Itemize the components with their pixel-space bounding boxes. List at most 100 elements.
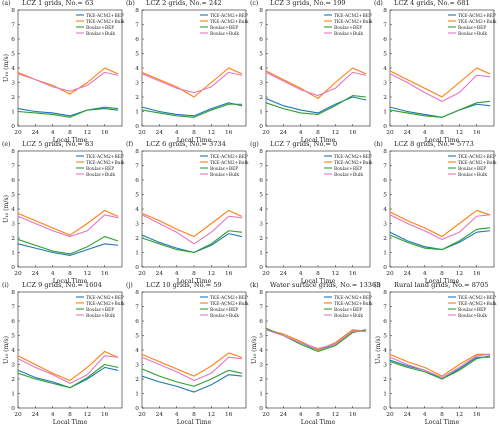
x-tick-label: 20 — [138, 412, 146, 418]
x-tick-label: 20 — [262, 412, 270, 418]
x-tick-label: 20 — [138, 130, 146, 136]
legend-label: Boulac+BEP — [210, 26, 238, 31]
x-tick-label: 12 — [332, 130, 340, 136]
y-tick-label: 0 — [383, 406, 387, 412]
x-tick-label: 8 — [192, 130, 196, 136]
y-tick-label: 6 — [135, 319, 139, 325]
series-line-0 — [265, 96, 367, 114]
legend-label: Boulac+Bulk — [210, 173, 239, 178]
series-line-1 — [141, 209, 243, 238]
legend-label: TKE-ACM2+Bulk — [86, 20, 125, 25]
series-line-2 — [265, 95, 367, 115]
y-tick-label: 6 — [135, 178, 139, 184]
series-line-2 — [17, 363, 119, 389]
y-tick-label: 3 — [11, 363, 15, 369]
y-tick-label: 2 — [383, 95, 387, 101]
series-line-1 — [265, 329, 367, 351]
y-tick-label: 6 — [383, 319, 387, 325]
y-tick-label: 7 — [135, 305, 139, 311]
series-line-3 — [265, 329, 367, 350]
series-line-1 — [141, 352, 243, 377]
y-tick-label: 1 — [383, 251, 387, 257]
x-tick-label: 16 — [101, 412, 109, 418]
y-tick-label: 5 — [383, 52, 387, 58]
y-tick-label: 3 — [259, 81, 263, 87]
panel-letter: (j) — [126, 282, 133, 289]
y-tick-label: 3 — [11, 81, 15, 87]
legend-label: TKE-ACM2+BEP — [458, 296, 496, 301]
x-tick-label: 12 — [332, 271, 340, 277]
x-axis-label: Local Time — [301, 278, 336, 285]
x-tick-label: 16 — [473, 130, 481, 136]
legend-label: Boulac+BEP — [210, 308, 238, 313]
x-tick-label: 12 — [456, 412, 464, 418]
x-tick-label: 24 — [156, 271, 164, 277]
panel-letter: (g) — [250, 141, 259, 148]
series-line-3 — [389, 73, 491, 102]
y-tick-label: 5 — [259, 193, 263, 199]
x-tick-label: 20 — [138, 271, 146, 277]
x-tick-label: 8 — [316, 412, 320, 418]
y-tick-label: 7 — [259, 305, 263, 311]
x-tick-label: 8 — [440, 130, 444, 136]
x-tick-label: 4 — [175, 412, 179, 418]
legend-label: TKE-ACM2+BEP — [210, 155, 248, 160]
y-tick-label: 0 — [259, 406, 263, 412]
x-tick-label: 16 — [349, 271, 357, 277]
panel-title: LCZ 9 grids, No.= 1604 — [22, 281, 102, 289]
panel-title: LCZ 2 grids, No.= 242 — [146, 0, 222, 7]
y-tick-label: 4 — [135, 207, 139, 213]
x-tick-label: 16 — [101, 271, 109, 277]
y-tick-label: 6 — [259, 37, 263, 43]
y-tick-label: 7 — [259, 23, 263, 29]
y-tick-label: 6 — [11, 319, 15, 325]
y-tick-label: 6 — [383, 37, 387, 43]
legend-label: TKE-ACM2+BEP — [334, 296, 372, 301]
x-tick-label: 4 — [299, 412, 303, 418]
x-tick-label: 12 — [84, 130, 92, 136]
y-tick-label: 0 — [11, 265, 15, 271]
x-tick-label: 20 — [386, 271, 394, 277]
x-axis-label: Local Time — [425, 137, 460, 144]
panel-title: Rural land grids, No.= 8705 — [394, 281, 489, 289]
y-tick-label: 2 — [11, 236, 15, 242]
legend-label: TKE-ACM2+BEP — [458, 14, 496, 19]
x-tick-label: 20 — [14, 412, 22, 418]
x-tick-label: 16 — [473, 271, 481, 277]
y-tick-label: 0 — [135, 265, 139, 271]
y-tick-label: 0 — [383, 265, 387, 271]
x-tick-label: 12 — [208, 130, 216, 136]
x-axis-label: Local Time — [425, 419, 460, 426]
y-tick-label: 8 — [11, 8, 15, 14]
legend-label: Boulac+Bulk — [334, 173, 363, 178]
panel-title: LCZ 10 grids, No.= 59 — [146, 281, 222, 289]
x-tick-label: 24 — [156, 130, 164, 136]
panel-10: (k) Water surface grids, No.= 13363012345… — [250, 281, 380, 426]
x-tick-label: 4 — [423, 412, 427, 418]
y-tick-label: 1 — [383, 110, 387, 116]
legend-label: TKE-ACM2+Bulk — [334, 302, 373, 307]
x-tick-label: 20 — [386, 412, 394, 418]
series-line-2 — [389, 355, 491, 380]
y-tick-label: 6 — [11, 178, 15, 184]
y-tick-label: 4 — [11, 207, 15, 213]
y-tick-label: 5 — [259, 334, 263, 340]
series-line-1 — [17, 209, 119, 236]
x-tick-label: 16 — [473, 412, 481, 418]
legend-label: Boulac+Bulk — [458, 32, 487, 37]
legend-label: Boulac+BEP — [458, 167, 486, 172]
legend-label: Boulac+Bulk — [210, 314, 239, 319]
y-tick-label: 2 — [259, 377, 263, 383]
y-tick-label: 4 — [259, 66, 263, 72]
y-axis-label: U₁₀ (m/s) — [375, 336, 382, 364]
y-tick-label: 5 — [135, 193, 139, 199]
series-line-3 — [389, 214, 491, 240]
x-tick-label: 16 — [225, 412, 233, 418]
y-tick-label: 1 — [259, 251, 263, 257]
y-tick-label: 7 — [11, 23, 15, 29]
series-line-3 — [265, 71, 367, 97]
y-tick-label: 2 — [11, 95, 15, 101]
y-tick-label: 5 — [11, 52, 15, 58]
x-tick-label: 12 — [208, 271, 216, 277]
